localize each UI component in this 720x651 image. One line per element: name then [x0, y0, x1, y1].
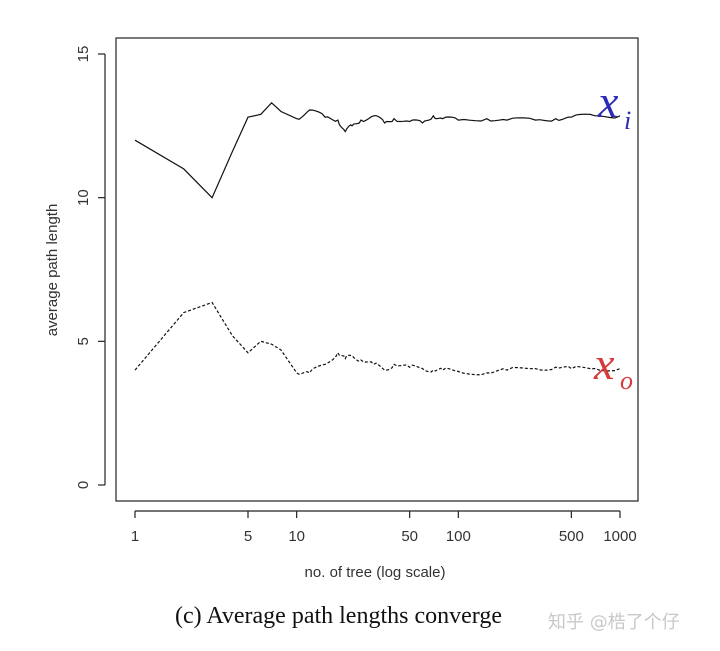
y-tick-label: 15: [75, 46, 92, 63]
y-tick-label: 10: [75, 189, 92, 206]
watermark: 知乎 @梏了个仔: [548, 612, 680, 633]
series-line-x_o: [134, 301, 621, 376]
x-tick-label: 1000: [603, 528, 636, 545]
figure-caption: (c) Average path lengths converge: [175, 603, 502, 629]
x-tick-label: 5: [244, 528, 252, 545]
series-label-x_i: x: [597, 76, 619, 127]
y-axis-title: average path length: [44, 204, 61, 337]
x-axis: 1 5 10 50 100 500 1000: [131, 510, 637, 545]
series-label-subscript-x_o: o: [620, 366, 633, 395]
series-label-layer: x ix o: [593, 76, 633, 395]
series-label-subscript-x_i: i: [624, 106, 631, 135]
series-line-x_i: [134, 101, 621, 199]
series-layer: [134, 101, 621, 376]
x-tick-label: 1: [131, 528, 139, 545]
plot-frame: [115, 37, 639, 502]
x-tick-label: 10: [288, 528, 305, 545]
series-label-x_o: x: [593, 338, 615, 389]
x-tick-label: 50: [401, 528, 418, 545]
y-tick-label: 5: [75, 337, 92, 345]
x-tick-label: 500: [559, 528, 584, 545]
x-tick-label: 100: [446, 528, 471, 545]
x-axis-title: no. of tree (log scale): [305, 564, 446, 581]
y-axis: 0 5 10 15: [75, 46, 106, 489]
y-tick-label: 0: [75, 481, 92, 489]
